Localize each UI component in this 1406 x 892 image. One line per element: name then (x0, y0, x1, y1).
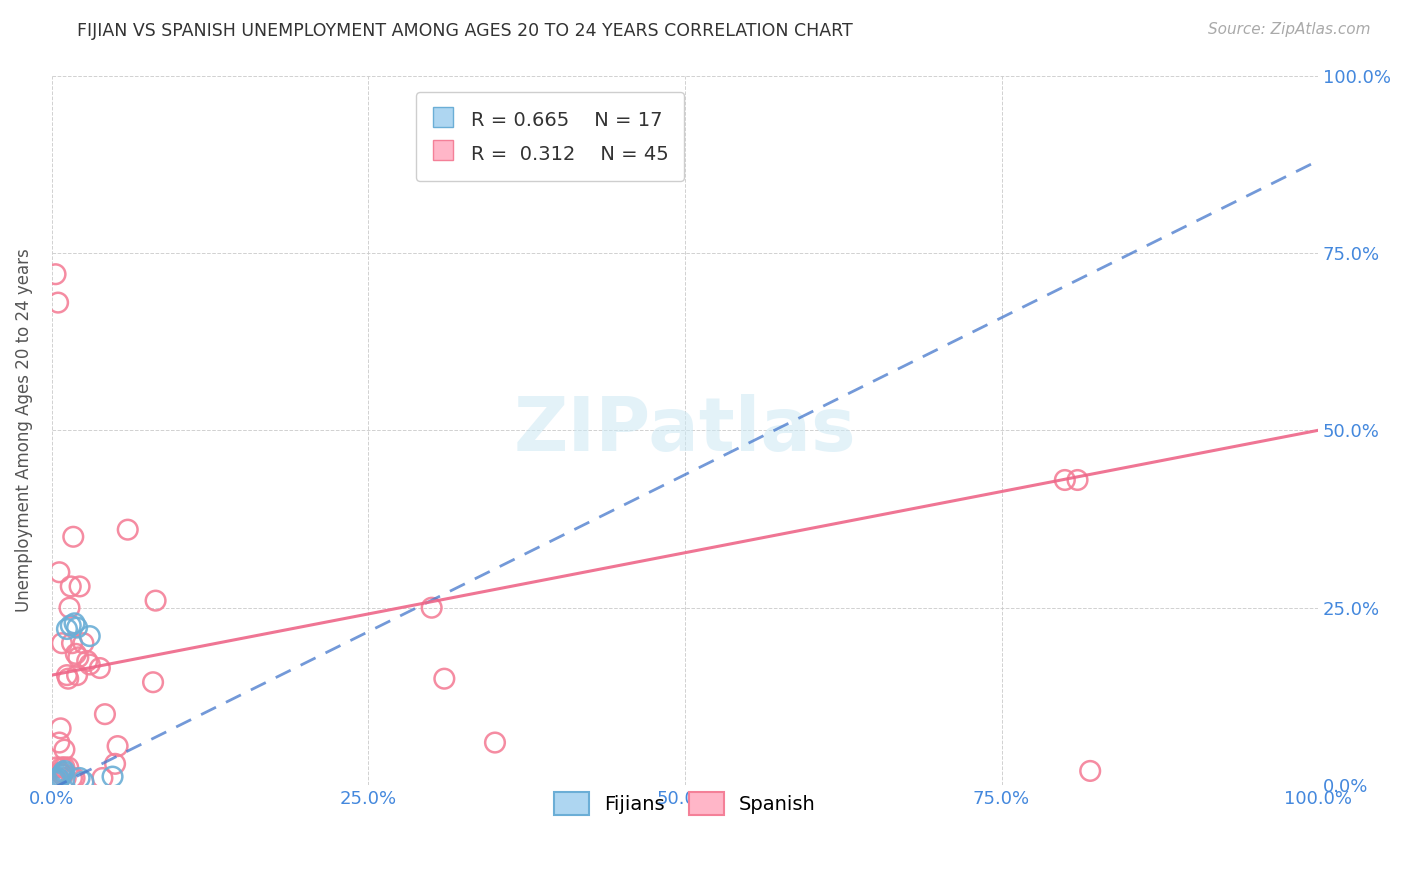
Point (76, 654, 98, 668)
Point (72, 636, 94, 650)
Point (69, 579, 91, 593)
Point (1078, 764, 1101, 778)
Point (44, 774, 66, 789)
Point (48, 772, 70, 787)
Point (58, 600, 80, 615)
Point (101, 770, 124, 784)
Point (58, 672, 80, 686)
Point (45, 267, 67, 281)
Point (48, 566, 70, 580)
Point (56, 622, 79, 636)
Point (63, 771, 86, 785)
Point (52, 767, 75, 781)
Point (145, 593, 167, 607)
Point (433, 672, 456, 686)
Point (420, 600, 443, 615)
Point (59, 579, 82, 593)
Point (69, 771, 91, 785)
Point (94, 707, 117, 722)
Point (48, 735, 70, 749)
Point (484, 735, 506, 749)
Point (79, 629, 101, 643)
Point (58, 760, 80, 774)
Point (53, 764, 76, 778)
Point (53, 742, 76, 756)
Point (66, 668, 89, 682)
Point (49, 770, 72, 784)
Point (51, 760, 73, 774)
Point (66, 621, 89, 635)
Point (52, 765, 75, 780)
Point (45, 773, 67, 788)
Point (104, 756, 127, 771)
Point (1066, 473, 1088, 487)
Point (60, 636, 83, 650)
Point (107, 739, 129, 753)
Point (51, 767, 73, 781)
Point (49, 722, 72, 736)
Point (67, 650, 90, 665)
Point (91, 771, 114, 785)
Point (46, 771, 69, 785)
Point (55, 771, 77, 785)
Point (60, 771, 83, 785)
Point (63, 616, 86, 631)
Point (79, 657, 101, 672)
Point (117, 523, 139, 537)
Point (51, 767, 73, 781)
Text: ZIPatlas: ZIPatlas (513, 394, 856, 467)
Point (46, 295, 69, 310)
Point (44, 771, 66, 785)
Point (65, 647, 87, 661)
Point (62, 530, 84, 544)
Point (72, 774, 94, 789)
Point (142, 675, 165, 690)
Point (59, 618, 82, 632)
Y-axis label: Unemployment Among Ages 20 to 24 years: Unemployment Among Ages 20 to 24 years (15, 249, 32, 612)
Point (89, 661, 111, 675)
Point (45, 760, 67, 774)
Point (51, 636, 73, 650)
Legend: Fijians, Spanish: Fijians, Spanish (544, 782, 825, 825)
Point (49, 765, 72, 780)
Point (56, 668, 79, 682)
Point (53, 760, 76, 774)
Point (1053, 473, 1076, 487)
Text: FIJIAN VS SPANISH UNEMPLOYMENT AMONG AGES 20 TO 24 YEARS CORRELATION CHART: FIJIAN VS SPANISH UNEMPLOYMENT AMONG AGE… (77, 22, 853, 40)
Point (45, 772, 67, 787)
Text: Source: ZipAtlas.com: Source: ZipAtlas.com (1208, 22, 1371, 37)
